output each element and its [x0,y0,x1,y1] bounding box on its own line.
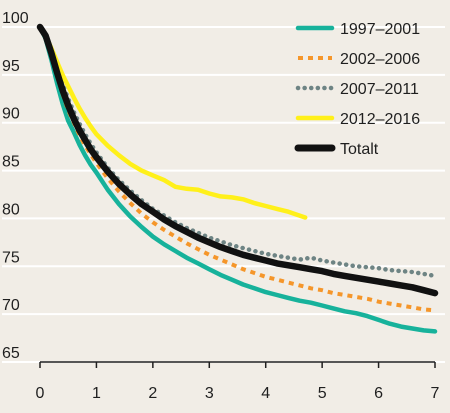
y-tick-label: 95 [2,58,20,75]
x-tick-label: 0 [36,385,45,402]
x-tick-label: 3 [205,385,214,402]
y-tick-label: 75 [2,249,20,266]
series-lines [36,23,439,334]
legend-label: 2012–2016 [340,111,420,128]
legend-label: 2007–2011 [340,81,419,98]
x-tick-label: 2 [148,385,157,402]
x-tick-label: 7 [431,385,440,402]
y-tick-label: 65 [2,345,20,362]
y-tick-label: 70 [2,297,20,314]
y-tick-label: 80 [2,201,20,218]
y-axis-ticks: 65 70 75 80 85 90 95 100 [2,10,29,362]
y-tick-label: 85 [2,154,20,171]
x-tick-label: 5 [318,385,327,402]
legend: 1997–2001 2002–2006 2007–2011 2012–2016 Tota… [294,21,420,158]
series-line-4 [36,23,439,297]
y-tick-label: 90 [2,106,20,123]
series-line-3 [37,24,308,220]
x-tick-label: 1 [92,385,101,402]
legend-label: 1997–2001 [340,21,420,38]
x-tick-label: 4 [261,385,270,402]
x-tick-label: 6 [374,385,383,402]
series-line-0 [37,24,438,334]
legend-label: 2002–2006 [340,51,420,68]
legend-label: Totalt [340,141,379,158]
y-tick-label: 100 [2,10,29,27]
series-line-1 [38,25,436,313]
x-axis: 0 1 2 3 4 5 6 7 [36,361,440,402]
